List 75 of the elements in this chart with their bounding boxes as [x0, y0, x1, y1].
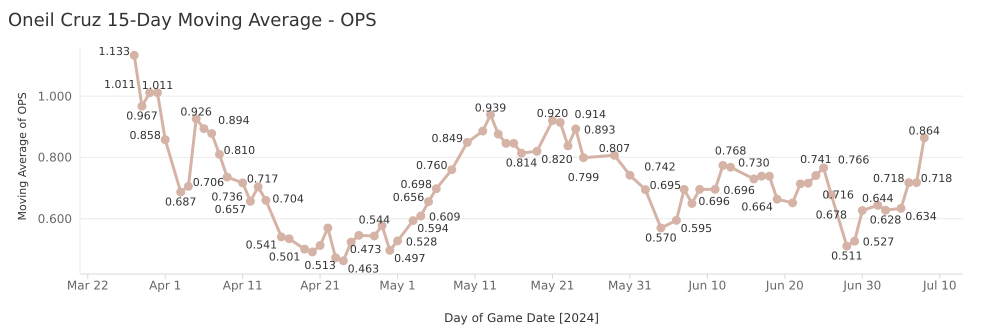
data-label: 0.527 — [862, 236, 894, 249]
data-label: 0.807 — [598, 142, 630, 155]
data-label: 0.595 — [680, 222, 712, 235]
y-tick-label: 1.000 — [38, 89, 72, 104]
data-label: 0.628 — [870, 214, 902, 227]
data-label: 0.858 — [129, 129, 161, 142]
data-label: 0.894 — [218, 114, 250, 128]
chart-title: Oneil Cruz 15-Day Moving Average - OPS — [8, 9, 378, 33]
data-label: 0.864 — [908, 124, 940, 138]
data-label: 0.511 — [831, 250, 863, 263]
data-label: 0.920 — [536, 107, 568, 120]
data-label: 0.799 — [568, 171, 600, 184]
data-label: 0.706 — [192, 176, 224, 189]
data-label: 0.849 — [432, 132, 464, 145]
x-tick-label: Jun 30 — [842, 278, 882, 293]
data-label: 0.544 — [358, 213, 390, 226]
data-label: 0.914 — [574, 108, 606, 121]
data-label: 0.760 — [416, 159, 448, 172]
x-axis-title: Day of Game Date [2024] — [444, 311, 599, 325]
data-label: 0.939 — [474, 101, 506, 114]
data-label: 0.528 — [406, 235, 438, 248]
data-label: 0.717 — [246, 172, 278, 186]
data-label: 1.011 — [142, 79, 174, 92]
x-tick-label: May 31 — [608, 278, 652, 293]
data-label: 0.644 — [862, 192, 894, 205]
x-tick-label: Jun 10 — [687, 278, 726, 293]
x-tick-label: Jun 20 — [764, 278, 804, 293]
data-label: 1.133 — [98, 44, 130, 58]
data-label: 0.696 — [698, 194, 730, 208]
data-label: 0.730 — [738, 156, 770, 170]
x-tick-label: Jul 10 — [922, 278, 957, 293]
data-label: 0.718 — [920, 172, 952, 186]
x-tick-label: May 11 — [453, 278, 497, 293]
x-tick-label: Apr 1 — [149, 278, 182, 293]
data-label: 0.696 — [723, 184, 755, 197]
x-tick-label: May 1 — [379, 278, 416, 293]
data-label: 0.541 — [246, 238, 278, 252]
data-label: 0.664 — [741, 200, 773, 214]
data-label: 0.736 — [211, 190, 243, 204]
data-label: 0.820 — [541, 152, 573, 166]
data-label: 0.698 — [400, 178, 432, 192]
data-label: 0.497 — [394, 252, 426, 265]
x-tick-label: Apr 21 — [300, 278, 340, 293]
y-tick-label: 0.600 — [38, 212, 72, 226]
data-label: 0.716 — [822, 188, 854, 202]
x-tick-label: Mar 22 — [66, 278, 109, 293]
x-tick-label: May 21 — [530, 278, 574, 293]
data-label: 0.463 — [348, 262, 380, 276]
data-label: 0.742 — [644, 160, 676, 174]
y-tick-label: 0.800 — [38, 150, 72, 165]
data-label: 0.814 — [506, 156, 538, 170]
data-label: 0.893 — [584, 123, 616, 136]
data-label: 0.513 — [304, 258, 336, 272]
data-label: 0.678 — [816, 208, 848, 222]
data-label: 0.695 — [650, 179, 682, 192]
data-label: 0.718 — [873, 172, 905, 186]
data-label: 0.656 — [392, 191, 424, 204]
x-tick-label: Apr 11 — [222, 278, 263, 293]
data-label: 0.704 — [272, 192, 304, 206]
data-label: 0.594 — [417, 222, 449, 236]
data-label: 0.634 — [905, 210, 937, 223]
data-label: 0.687 — [164, 196, 196, 209]
data-label: 0.657 — [214, 202, 246, 216]
data-label: 1.011 — [104, 78, 136, 92]
data-label: 0.741 — [800, 153, 832, 166]
data-label: 0.473 — [350, 243, 382, 256]
data-label: 0.967 — [126, 110, 158, 123]
y-axis-title: Moving Average of OPS — [16, 92, 29, 220]
data-label: 0.609 — [429, 210, 461, 224]
data-label: 0.768 — [714, 144, 746, 158]
data-label: 0.926 — [180, 105, 212, 118]
data-label: 0.766 — [838, 153, 870, 166]
data-label: 0.501 — [268, 250, 300, 264]
data-label: 0.570 — [645, 231, 677, 244]
data-label: 0.810 — [224, 144, 256, 157]
